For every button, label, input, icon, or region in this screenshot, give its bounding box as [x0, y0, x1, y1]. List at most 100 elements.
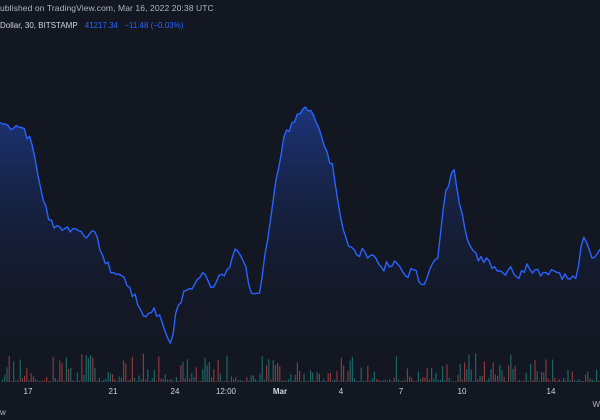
volume-bar	[283, 380, 285, 382]
volume-bar	[182, 361, 184, 382]
volume-bar	[195, 367, 197, 382]
volume-bar	[246, 377, 248, 382]
volume-bar	[314, 380, 316, 382]
x-tick-label: Mar	[273, 387, 287, 396]
volume-bars	[2, 353, 600, 382]
volume-bar	[543, 372, 545, 382]
volume-bar	[446, 364, 448, 382]
volume-bar	[134, 377, 136, 382]
volume-bar	[81, 354, 83, 382]
volume-bar	[268, 359, 270, 382]
volume-bar	[92, 357, 94, 382]
volume-bar	[395, 356, 397, 382]
volume-bar	[415, 380, 417, 382]
volume-bar	[316, 371, 318, 382]
volume-bar	[217, 359, 219, 382]
volume-bar	[189, 378, 191, 382]
volume-bar	[171, 379, 173, 382]
volume-bar	[457, 374, 459, 382]
volume-bar	[391, 381, 393, 382]
volume-bar	[270, 379, 272, 382]
volume-bar	[503, 377, 505, 382]
volume-bar	[398, 379, 400, 382]
volume-bar	[285, 380, 287, 382]
volume-bar	[545, 359, 547, 382]
volume-bar	[563, 378, 565, 382]
volume-bar	[274, 365, 276, 382]
volume-bar	[527, 380, 529, 382]
volume-bar	[371, 378, 373, 382]
volume-bar	[145, 379, 147, 382]
volume-bar	[94, 367, 96, 382]
volume-bar	[578, 379, 580, 382]
volume-bar	[83, 374, 85, 382]
volume-bar	[26, 368, 28, 382]
volume-bar	[492, 362, 494, 382]
volume-bar	[167, 379, 169, 382]
x-tick-label: 7	[399, 387, 404, 396]
volume-bar	[32, 376, 34, 382]
volume-bar	[200, 381, 202, 382]
volume-bar	[329, 372, 331, 382]
x-tick-label: 17	[24, 387, 33, 396]
volume-bar	[310, 370, 312, 382]
volume-bar	[422, 377, 424, 382]
volume-bar	[2, 379, 4, 382]
volume-bar	[120, 377, 122, 382]
volume-bar	[160, 378, 162, 382]
volume-bar	[147, 369, 149, 382]
volume-bar	[497, 375, 499, 382]
volume-bar	[362, 381, 364, 382]
x-tick-label: 10	[458, 387, 467, 396]
volume-bar	[250, 375, 252, 382]
volume-bar	[142, 353, 144, 382]
volume-bar	[461, 379, 463, 382]
volume-bar	[13, 361, 15, 382]
volume-bar	[116, 381, 118, 382]
volume-bar	[307, 381, 309, 382]
volume-bar	[140, 379, 142, 382]
volume-bar	[279, 366, 281, 382]
volume-bar	[483, 361, 485, 382]
price-line	[0, 106, 600, 344]
volume-bar	[554, 377, 556, 382]
x-tick-label: 24	[171, 387, 180, 396]
volume-bar	[24, 375, 26, 382]
volume-bar	[43, 380, 45, 382]
volume-bar	[112, 374, 114, 382]
volume-bar	[411, 377, 413, 382]
volume-bar	[354, 378, 356, 382]
volume-bar	[510, 354, 512, 382]
volume-bar	[105, 378, 107, 382]
volume-bar	[19, 359, 21, 382]
volume-bar	[323, 379, 325, 382]
volume-bar	[360, 367, 362, 382]
volume-bar	[400, 381, 402, 382]
volume-bar	[547, 378, 549, 382]
volume-bar	[424, 377, 426, 382]
volume-bar	[334, 379, 336, 382]
volume-bar	[162, 378, 164, 382]
volume-bar	[68, 368, 70, 382]
volume-bar	[191, 373, 193, 382]
published-caption: ublished on TradingView.com, Mar 16, 202…	[0, 3, 214, 13]
volume-bar	[233, 379, 235, 382]
volume-bar	[576, 380, 578, 382]
volume-bar	[486, 380, 488, 382]
volume-bar	[556, 381, 558, 382]
volume-bar	[103, 379, 105, 382]
volume-bar	[156, 380, 158, 382]
volume-bar	[257, 380, 259, 382]
volume-bar	[312, 372, 314, 382]
volume-bar	[475, 353, 477, 382]
volume-bar	[186, 359, 188, 382]
symbol-title: Dollar, 30, BITSTAMP	[0, 21, 78, 30]
volume-bar	[367, 365, 369, 382]
volume-bar	[571, 371, 573, 382]
volume-bar	[101, 381, 103, 382]
volume-bar	[76, 372, 78, 382]
volume-bar	[61, 363, 63, 382]
volume-bar	[596, 369, 598, 382]
volume-bar	[338, 380, 340, 382]
